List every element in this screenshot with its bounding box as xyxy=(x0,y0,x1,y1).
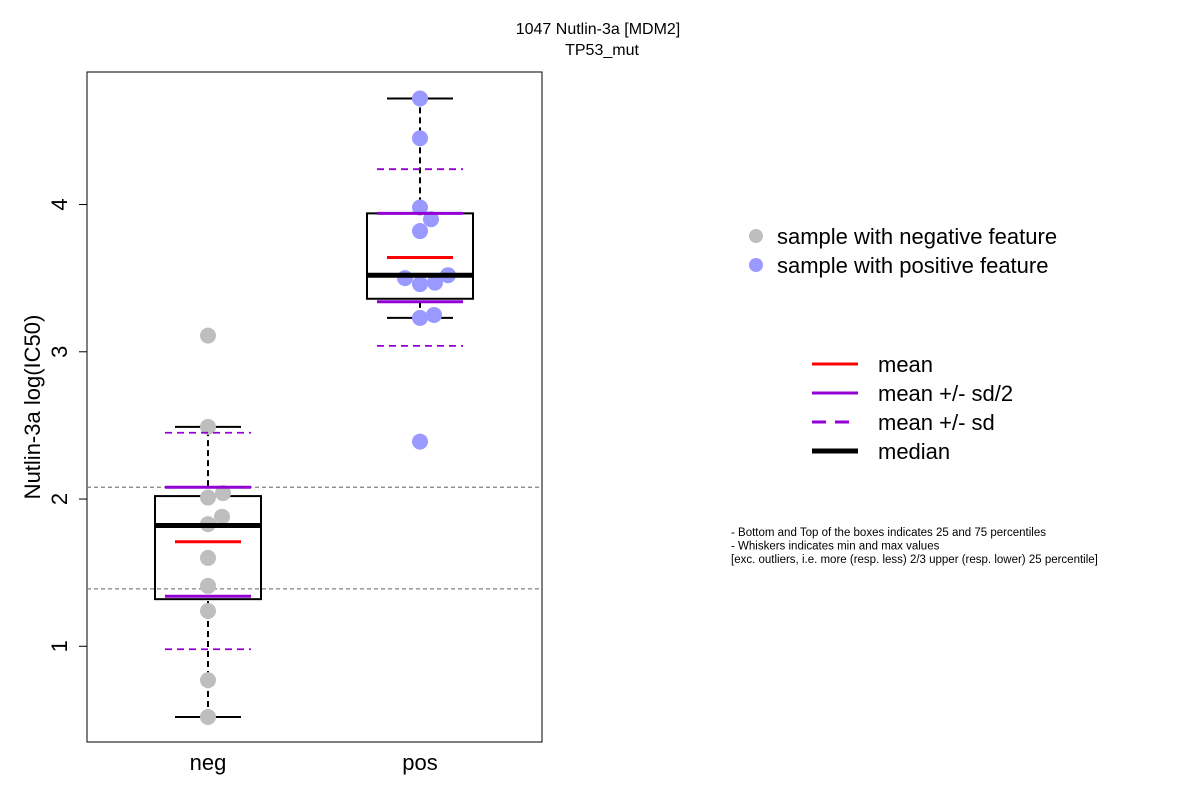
chart-subtitle: TP53_mut xyxy=(565,42,639,59)
chart-title: 1047 Nutlin-3a [MDM2] xyxy=(516,21,681,38)
legend-line-label-2: mean +/- sd xyxy=(878,410,995,435)
data-point-1 xyxy=(200,418,216,435)
data-point-3 xyxy=(200,489,216,506)
data-point-3 xyxy=(423,211,439,228)
y-tick-label-2: 3 xyxy=(47,346,72,358)
data-point-6 xyxy=(412,276,428,293)
plot-frame xyxy=(86,71,543,743)
data-point-0 xyxy=(200,327,216,344)
data-point-8 xyxy=(200,602,216,619)
data-point-7 xyxy=(427,274,443,291)
data-point-4 xyxy=(412,223,428,240)
note-line-2: [exc. outliers, i.e. more (resp. less) 2… xyxy=(731,554,1098,566)
legend-line-label-3: median xyxy=(878,439,950,464)
y-tick-label-3: 4 xyxy=(47,198,72,210)
data-point-4 xyxy=(214,508,230,525)
x-tick-label-pos: pos xyxy=(402,750,437,775)
data-point-0 xyxy=(412,90,428,107)
data-point-9 xyxy=(200,672,216,689)
data-point-9 xyxy=(412,309,428,326)
group-neg xyxy=(154,327,262,725)
legend-point-marker-1 xyxy=(749,258,763,272)
x-tick-label-neg: neg xyxy=(190,750,227,775)
group-pos xyxy=(366,90,474,450)
legend-point-marker-0 xyxy=(749,229,763,243)
reference-lines xyxy=(87,486,542,590)
legend-line-label-1: mean +/- sd/2 xyxy=(878,381,1013,406)
data-point-6 xyxy=(200,549,216,566)
data-point-10 xyxy=(200,708,216,725)
legend-line-label-0: mean xyxy=(878,352,933,377)
y-axis: 1 2 3 4 xyxy=(47,198,87,652)
note-line-0: - Bottom and Top of the boxes indicates … xyxy=(731,527,1046,539)
x-axis: neg pos xyxy=(190,750,438,775)
y-tick-label-0: 1 xyxy=(47,640,72,652)
y-tick-label-1: 2 xyxy=(47,493,72,505)
data-point-7 xyxy=(200,577,216,594)
plot-groups xyxy=(154,90,474,725)
data-point-10 xyxy=(426,306,442,323)
y-axis-label: Nutlin-3a log(IC50) xyxy=(20,315,45,500)
legend-lines: mean mean +/- sd/2 mean +/- sd median xyxy=(812,352,1013,464)
legend-points: sample with negative feature sample with … xyxy=(749,224,1057,278)
data-point-2 xyxy=(412,199,428,216)
legend-point-label-0: sample with negative feature xyxy=(777,224,1057,249)
note-line-1: - Whiskers indicates min and max values xyxy=(731,541,940,553)
data-point-1 xyxy=(412,130,428,147)
legend-point-label-1: sample with positive feature xyxy=(777,253,1048,278)
data-point-11 xyxy=(412,433,428,450)
data-point-5 xyxy=(397,270,413,287)
data-point-2 xyxy=(215,485,231,502)
notes: - Bottom and Top of the boxes indicates … xyxy=(731,527,1098,566)
